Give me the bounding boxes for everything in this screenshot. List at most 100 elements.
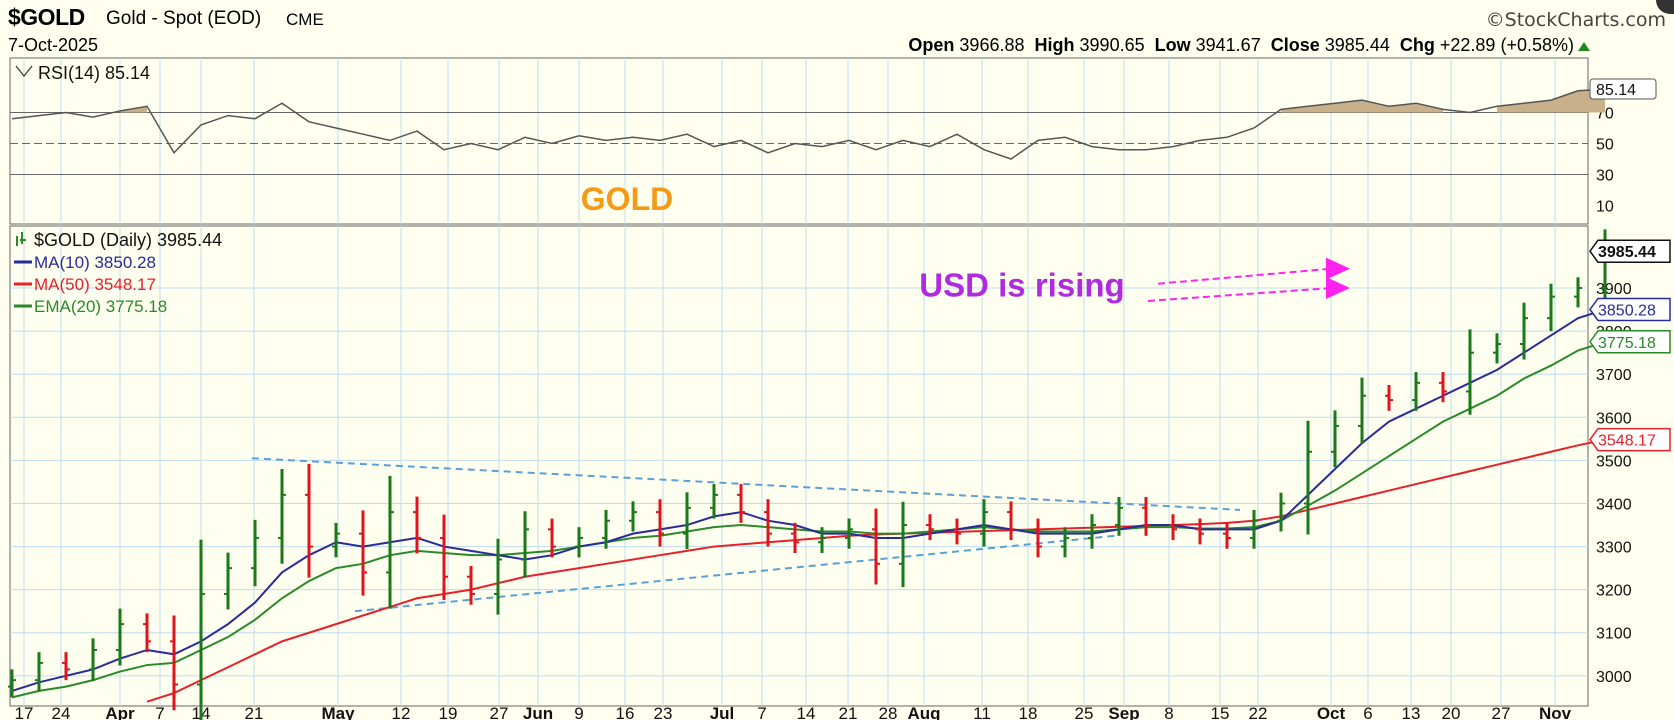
x-tick-label: 19 bbox=[439, 704, 458, 720]
price-tick-label: 3000 bbox=[1596, 669, 1632, 686]
price-tick-label: 3500 bbox=[1596, 453, 1632, 470]
lower-trendline bbox=[354, 534, 1116, 613]
legend-entry: EMA(20) 3775.18 bbox=[34, 297, 167, 316]
x-tick-label: Sep bbox=[1108, 704, 1139, 720]
rsi-current-value: 85.14 bbox=[1596, 82, 1636, 99]
price-tag-box bbox=[1589, 297, 1671, 322]
rsi-panel-frame bbox=[9, 57, 1589, 225]
usd-annotation: USD is rising bbox=[919, 267, 1124, 304]
annotation-arrows bbox=[1147, 257, 1350, 302]
price-tick-label: 3100 bbox=[1596, 626, 1632, 643]
x-tick-label: 23 bbox=[654, 704, 673, 720]
exchange: CME bbox=[286, 10, 324, 29]
low-label: Low bbox=[1154, 35, 1191, 55]
x-tick-label: 6 bbox=[1363, 704, 1372, 720]
high-value: 3990.65 bbox=[1079, 35, 1145, 55]
x-tick-label: Nov bbox=[1539, 704, 1572, 720]
rsi-tick-label: 50 bbox=[1596, 137, 1614, 154]
x-tick-label: 20 bbox=[1442, 704, 1461, 720]
x-tick-label: 22 bbox=[1249, 704, 1268, 720]
x-tick-label: 18 bbox=[1019, 704, 1038, 720]
open-value: 3966.88 bbox=[959, 35, 1025, 55]
close-label: Close bbox=[1270, 35, 1320, 55]
x-tick-label: 25 bbox=[1075, 704, 1094, 720]
price-tag-box bbox=[1589, 427, 1671, 452]
x-tick-label: Aug bbox=[907, 704, 940, 720]
price-tick-label: 3200 bbox=[1596, 583, 1632, 600]
x-tick-label: 7 bbox=[155, 704, 164, 720]
arrow-line-lower bbox=[1147, 287, 1333, 302]
price-bars bbox=[8, 229, 1609, 720]
arrow-line-upper bbox=[1157, 267, 1333, 285]
x-tick-label: 21 bbox=[245, 704, 264, 720]
open-label: Open bbox=[908, 35, 955, 55]
price-panel-frame bbox=[9, 225, 1589, 707]
price-tag-value: 3985.44 bbox=[1598, 244, 1656, 261]
price-tag: 3548.17 bbox=[1589, 427, 1671, 452]
symbol: $GOLD bbox=[8, 4, 85, 30]
x-tick-label: 7 bbox=[757, 704, 766, 720]
close-value: 3985.44 bbox=[1324, 35, 1390, 55]
rsi-current-tag bbox=[1589, 78, 1657, 100]
price-tag: 3985.44 bbox=[1589, 239, 1671, 263]
trendlines bbox=[251, 457, 1241, 613]
price-tag: 3850.28 bbox=[1589, 297, 1671, 322]
x-tick-label: 27 bbox=[1492, 704, 1511, 720]
ema20-line bbox=[11, 340, 1606, 699]
rsi-title: RSI(14) 85.14 bbox=[38, 63, 150, 83]
price-tick-label: 3700 bbox=[1596, 367, 1632, 384]
symbol-description: Gold - Spot (EOD) bbox=[106, 8, 262, 29]
chg-label: Chg bbox=[1399, 35, 1435, 55]
x-tick-label: 9 bbox=[574, 704, 583, 720]
price-tag-box bbox=[1589, 239, 1671, 263]
x-tick-label: Jun bbox=[523, 704, 553, 720]
price-tick-label: 3900 bbox=[1596, 281, 1632, 298]
x-tick-label: 24 bbox=[52, 704, 71, 720]
x-tick-label: 12 bbox=[392, 704, 411, 720]
x-tick-label: 8 bbox=[1164, 704, 1173, 720]
up-arrow-icon bbox=[1578, 42, 1590, 51]
ma10-line bbox=[11, 308, 1606, 692]
legend-entry: MA(10) 3850.28 bbox=[34, 253, 156, 272]
price-tick-label: 3400 bbox=[1596, 496, 1632, 513]
grid-lines bbox=[10, 58, 1588, 706]
price-tick-label: 3300 bbox=[1596, 540, 1632, 557]
rsi-line bbox=[11, 88, 1606, 160]
price-tick-label: 3600 bbox=[1596, 410, 1632, 427]
price-tag: 3775.18 bbox=[1589, 330, 1671, 354]
x-tick-label: Jul bbox=[710, 704, 735, 720]
ohlc-summary: Open 3966.88 High 3990.65 Low 3941.67 Cl… bbox=[908, 35, 1574, 56]
x-tick-label: 11 bbox=[973, 704, 991, 720]
x-tick-label: 14 bbox=[797, 704, 816, 720]
price-tag-value: 3548.17 bbox=[1598, 433, 1656, 450]
price-tag-value: 3850.28 bbox=[1598, 302, 1656, 319]
x-tick-label: May bbox=[321, 704, 355, 720]
brand-watermark: ©StockCharts.com bbox=[1485, 9, 1666, 31]
high-label: High bbox=[1034, 35, 1075, 55]
rsi-overbought-fill bbox=[120, 89, 1605, 113]
x-tick-label: Apr bbox=[105, 704, 135, 720]
rsi-legend-icon bbox=[15, 65, 33, 78]
arrow-head-lower bbox=[1326, 277, 1350, 300]
x-tick-label: 28 bbox=[879, 704, 898, 720]
x-tick-label: 27 bbox=[490, 704, 509, 720]
x-tick-label: Oct bbox=[1317, 704, 1346, 720]
price-legend-title: $GOLD (Daily) 3985.44 bbox=[34, 230, 222, 250]
bar-legend-icon bbox=[16, 232, 26, 246]
x-tick-label: 15 bbox=[1211, 704, 1230, 720]
rsi-tick-label: 10 bbox=[1596, 199, 1614, 216]
upper-trendline bbox=[251, 457, 1241, 511]
price-tag-value: 3775.18 bbox=[1598, 335, 1656, 352]
x-tick-label: 16 bbox=[616, 704, 635, 720]
low-value: 3941.67 bbox=[1195, 35, 1261, 55]
price-tag-box bbox=[1589, 330, 1671, 354]
x-tick-label: 13 bbox=[1402, 704, 1421, 720]
chart-date: 7-Oct-2025 bbox=[8, 35, 99, 55]
arrow-head-upper bbox=[1326, 257, 1350, 280]
x-tick-label: 21 bbox=[839, 704, 858, 720]
gold-annotation: GOLD bbox=[581, 181, 673, 217]
rsi-tick-label: 30 bbox=[1596, 168, 1614, 185]
corner-badge bbox=[1656, 0, 1674, 14]
